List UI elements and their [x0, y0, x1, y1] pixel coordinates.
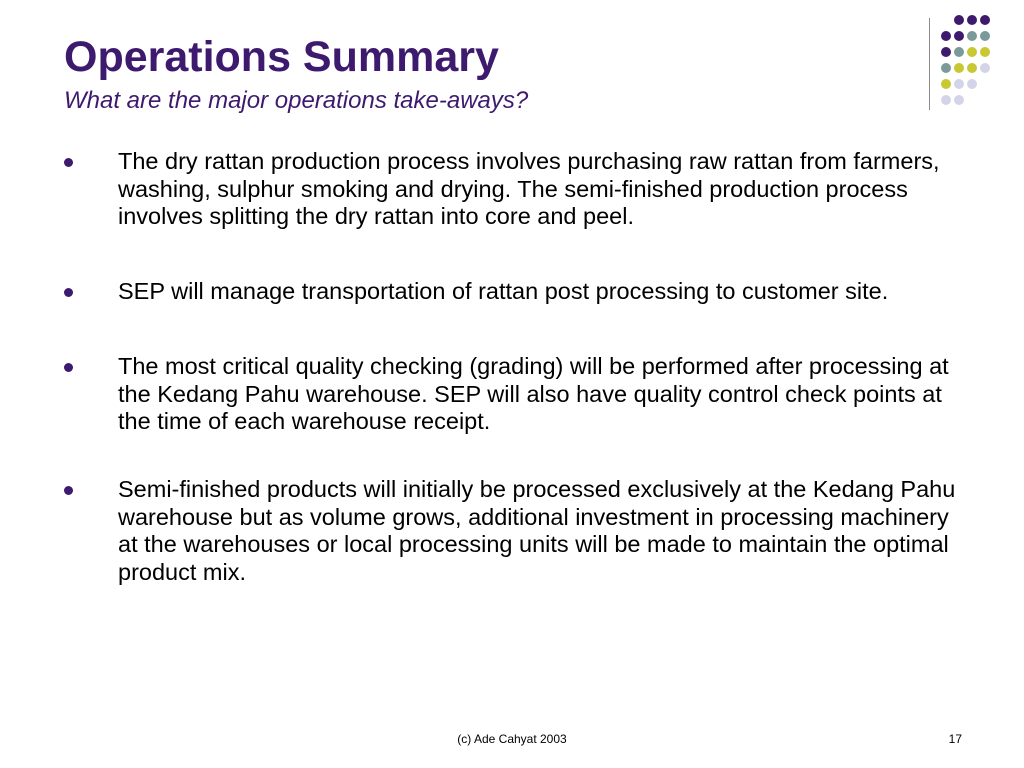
decorative-dot [954, 15, 964, 25]
decorative-dot [954, 79, 964, 89]
bullet-text: Semi-finished products will initially be… [118, 476, 956, 585]
decorative-dot [941, 63, 951, 73]
decorative-dot-grid [941, 15, 990, 105]
bullet-text: The most critical quality checking (grad… [118, 353, 949, 434]
decorative-dot [954, 31, 964, 41]
decorative-dot [941, 95, 951, 105]
bullet-dot-icon [64, 363, 73, 372]
decorative-dot [967, 31, 977, 41]
decorative-dot [954, 47, 964, 57]
decorative-dot [967, 79, 977, 89]
bullet-text: The dry rattan production process involv… [118, 148, 940, 229]
slide-subtitle: What are the major operations take-aways… [64, 87, 529, 114]
footer-copyright: (c) Ade Cahyat 2003 [457, 732, 567, 746]
decorative-dot [941, 79, 951, 89]
decorative-dot [954, 95, 964, 105]
footer-page-number: 17 [948, 732, 962, 746]
decorative-divider [929, 18, 930, 110]
decorative-dot [941, 47, 951, 57]
bullet-dot-icon [64, 158, 73, 167]
decorative-dot [967, 15, 977, 25]
decorative-dot [954, 63, 964, 73]
decorative-dot [941, 31, 951, 41]
slide-title: Operations Summary [64, 33, 499, 81]
decorative-dot [980, 47, 990, 57]
bullet-dot-icon [64, 486, 73, 495]
decorative-dot [967, 63, 977, 73]
decorative-dot [967, 47, 977, 57]
bullet-dot-icon [64, 288, 73, 297]
bullet-text: SEP will manage transportation of rattan… [118, 278, 889, 304]
decorative-dot [980, 63, 990, 73]
decorative-dot [980, 31, 990, 41]
decorative-dot [980, 15, 990, 25]
